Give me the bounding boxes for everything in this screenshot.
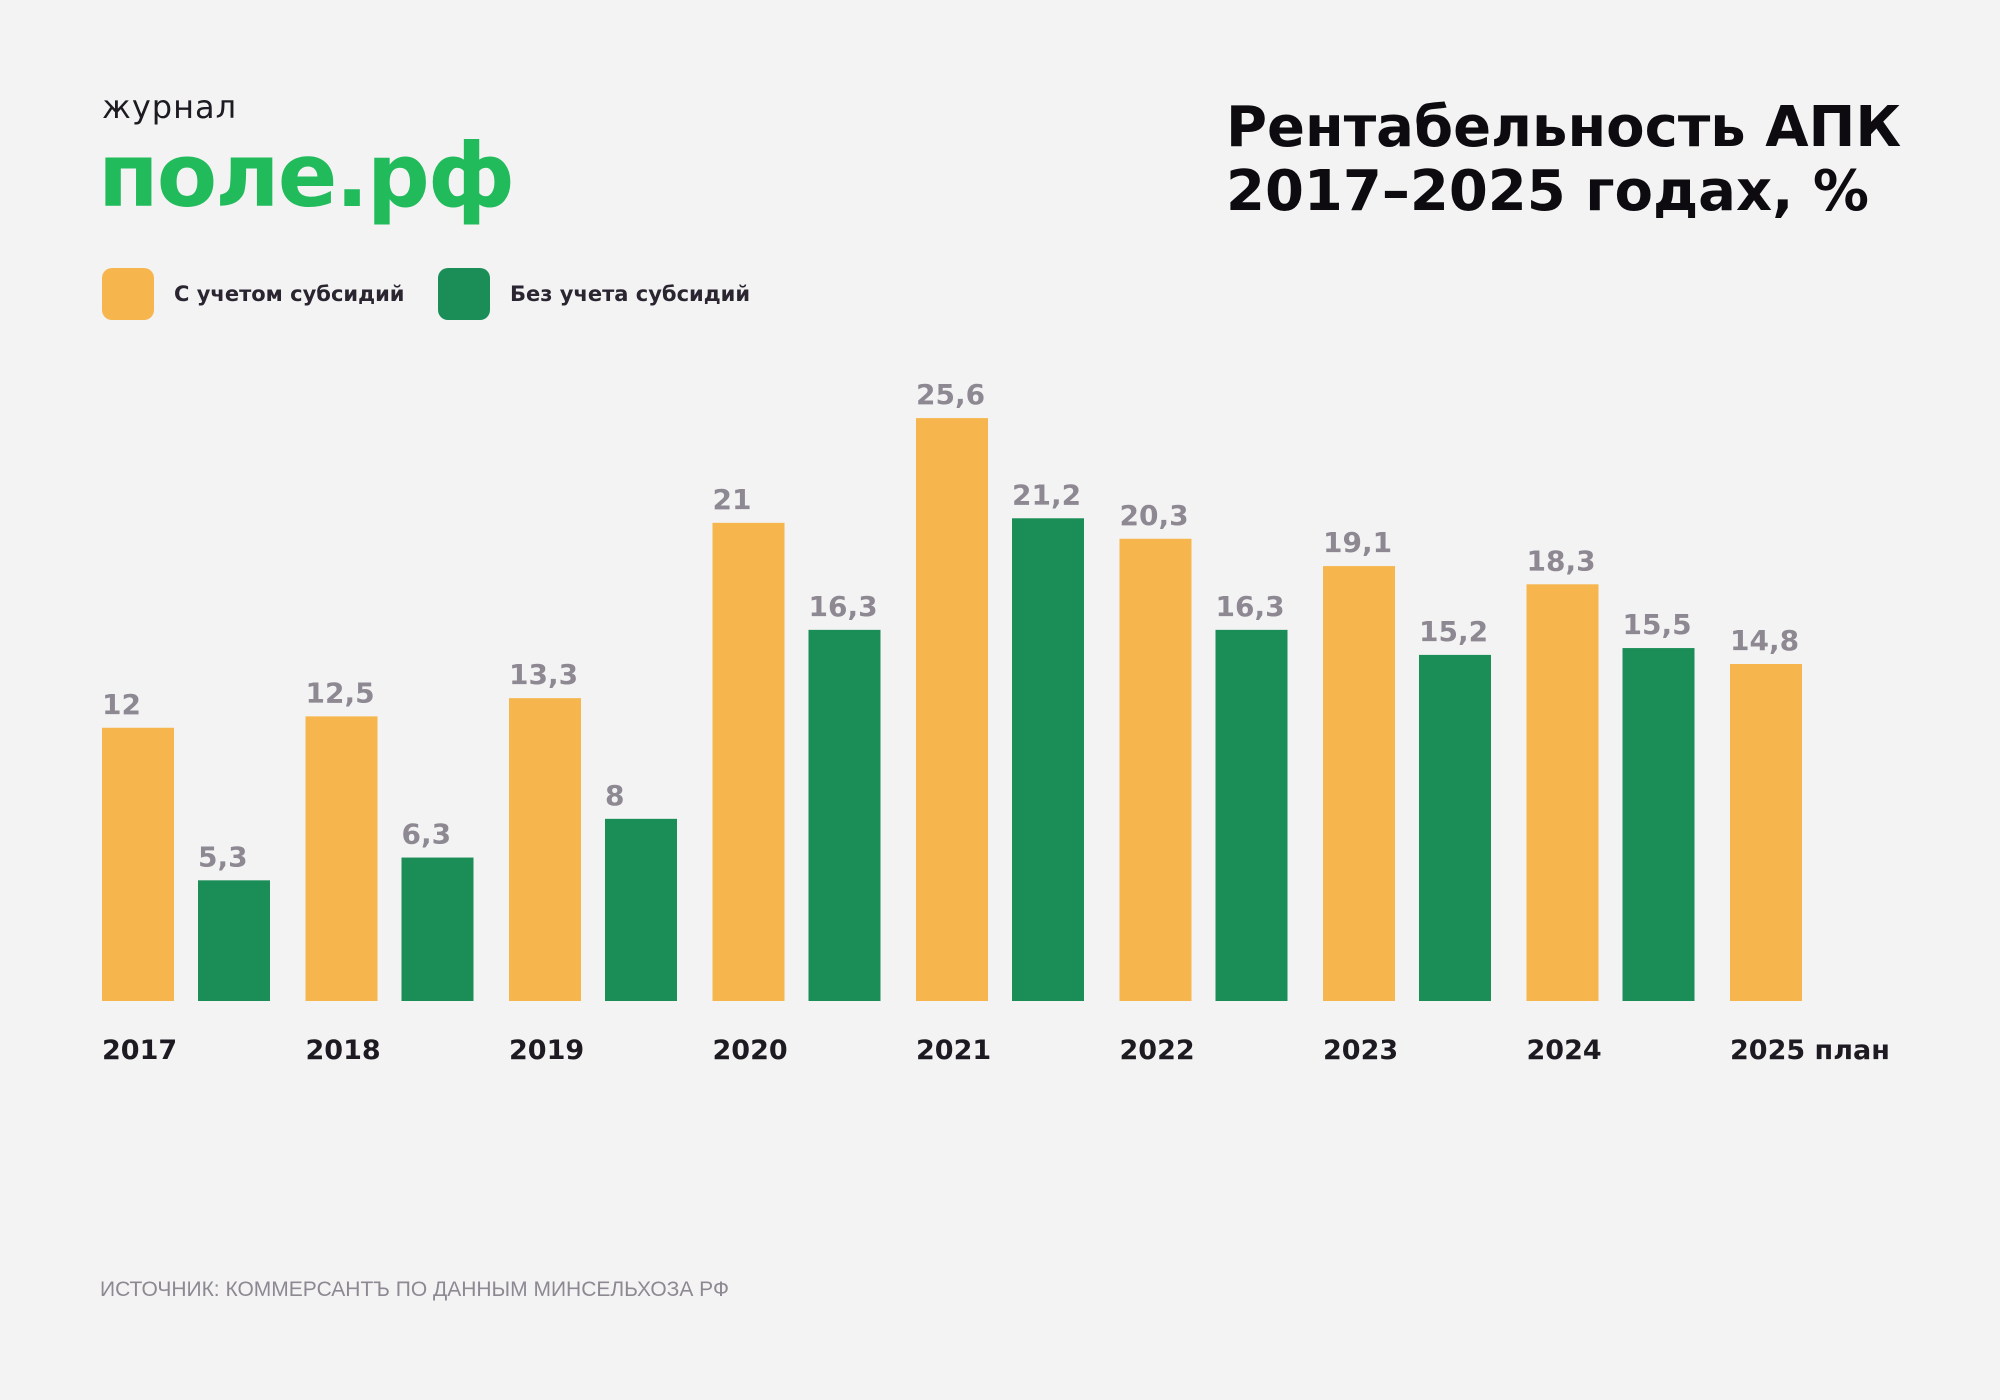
data-label: 12 <box>102 688 141 721</box>
bar-without-subsidies-2024 <box>1622 648 1695 1001</box>
data-label: 8 <box>605 779 624 812</box>
x-tick-label: 2023 <box>1323 1035 1398 1066</box>
bar-without-subsidies-2023 <box>1419 654 1491 1001</box>
bar-with-subsidies-2022 <box>1119 538 1192 1001</box>
data-label: 6,3 <box>402 818 452 851</box>
data-label: 15,2 <box>1419 615 1488 648</box>
data-label: 25,6 <box>916 378 985 411</box>
bar-without-subsidies-2017 <box>198 880 270 1001</box>
bar-with-subsidies-2024 <box>1526 584 1599 1001</box>
bar-without-subsidies-2020 <box>808 629 881 1001</box>
legend-item-without-subsidies: Без учета субсидий <box>438 268 750 320</box>
legend-label: Без учета субсидий <box>510 282 751 306</box>
bar-without-subsidies-2022 <box>1215 629 1288 1001</box>
bar-with-subsidies-2020 <box>712 522 785 1001</box>
legend-swatch-green <box>438 268 490 320</box>
data-label: 13,3 <box>509 658 578 691</box>
data-label: 21 <box>713 483 752 516</box>
logo: поле.рф <box>98 124 515 227</box>
source-note: ИСТОЧНИК: КОММЕРСАНТЪ ПО ДАННЫМ МИНСЕЛЬХ… <box>100 1278 729 1301</box>
bar-with-subsidies-2018 <box>305 716 378 1001</box>
data-label: 15,5 <box>1623 608 1692 641</box>
x-tick-label: 2018 <box>306 1035 381 1066</box>
bar-without-subsidies-2018 <box>401 857 474 1001</box>
x-tick-label: 2021 <box>916 1035 991 1066</box>
data-label: 12,5 <box>306 676 375 709</box>
logo-journal-text: журнал <box>102 88 238 126</box>
data-label: 19,1 <box>1323 526 1392 559</box>
x-tick-label: 2019 <box>509 1035 584 1066</box>
data-label: 16,3 <box>1216 590 1285 623</box>
data-label: 14,8 <box>1730 624 1799 657</box>
bar-with-subsidies-2023 <box>1323 566 1395 1001</box>
data-label: 18,3 <box>1527 544 1596 577</box>
legend-label: С учетом субсидий <box>174 282 405 306</box>
chart-title: Рентабельность АПК 2017–2025 годах, % <box>1226 95 1902 224</box>
data-label: 5,3 <box>198 840 248 873</box>
x-tick-label: 2022 <box>1120 1035 1195 1066</box>
x-tick-label: 2025 план <box>1730 1035 1890 1066</box>
x-tick-label: 2024 <box>1527 1035 1602 1066</box>
data-label: 20,3 <box>1120 499 1189 532</box>
legend-item-with-subsidies: С учетом субсидий <box>102 268 405 320</box>
bar-with-subsidies-2021 <box>916 418 988 1001</box>
bar-with-subsidies-2025 план <box>1730 664 1802 1001</box>
data-label: 16,3 <box>809 590 878 623</box>
x-tick-label: 2017 <box>102 1035 177 1066</box>
bar-without-subsidies-2021 <box>1012 518 1084 1001</box>
x-tick-label: 2020 <box>713 1035 788 1066</box>
legend-swatch-orange <box>102 268 154 320</box>
bar-with-subsidies-2017 <box>102 727 174 1001</box>
bar-without-subsidies-2019 <box>605 818 677 1001</box>
data-label: 21,2 <box>1012 478 1081 511</box>
bar-with-subsidies-2019 <box>509 698 581 1001</box>
